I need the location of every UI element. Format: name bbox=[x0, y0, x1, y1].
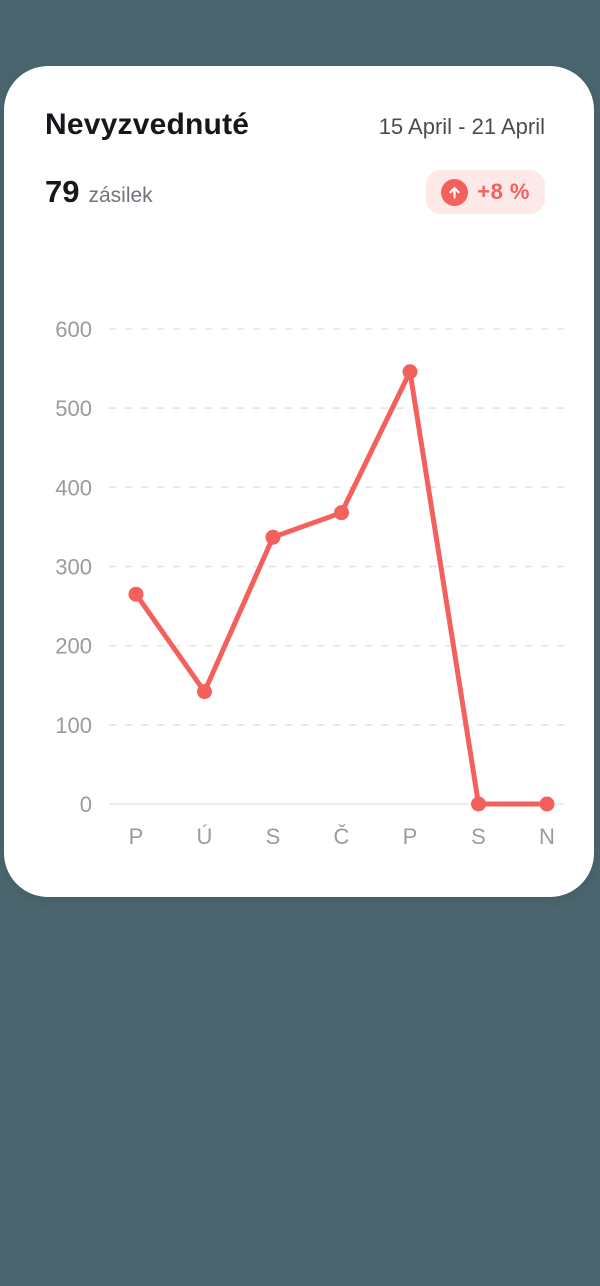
data-point[interactable] bbox=[128, 586, 144, 602]
data-point[interactable] bbox=[197, 684, 212, 700]
trend-badge: +8 % bbox=[426, 170, 545, 214]
data-line bbox=[133, 369, 550, 807]
y-tick-label: 200 bbox=[55, 634, 92, 659]
arrow-up-icon bbox=[441, 178, 469, 206]
y-tick-label: 100 bbox=[55, 713, 92, 738]
data-point[interactable] bbox=[471, 796, 486, 812]
x-tick-label: P bbox=[403, 824, 418, 849]
card-header: Nevyzvednuté 15 April - 21 April bbox=[45, 108, 545, 142]
y-tick-label: 0 bbox=[80, 792, 92, 817]
y-tick-label: 300 bbox=[55, 555, 92, 580]
x-tick-label: P bbox=[129, 824, 144, 849]
data-point[interactable] bbox=[265, 529, 281, 545]
x-tick-label: S bbox=[471, 824, 486, 849]
count-value: 79 bbox=[45, 174, 80, 209]
trend-value: +8 % bbox=[477, 179, 530, 204]
stats-card: Nevyzvednuté 15 April - 21 April 79 zási… bbox=[4, 66, 594, 897]
count-unit: zásilek bbox=[88, 184, 153, 207]
chart-svg: 0 100 200 300 400 500 600 P Ú S Č P S N bbox=[55, 317, 564, 849]
x-tick-label: Ú bbox=[197, 824, 213, 849]
data-point[interactable] bbox=[334, 505, 349, 521]
y-tick-label: 600 bbox=[55, 317, 92, 342]
date-range-label: 15 April - 21 April bbox=[378, 114, 545, 139]
data-point[interactable] bbox=[539, 796, 555, 812]
shipment-count: 79 zásilek bbox=[45, 174, 153, 210]
data-point[interactable] bbox=[402, 364, 418, 380]
y-tick-label: 400 bbox=[55, 475, 92, 500]
card-subheader: 79 zásilek +8 % bbox=[45, 169, 545, 215]
x-tick-label: N bbox=[539, 824, 555, 849]
line-chart: 0 100 200 300 400 500 600 P Ú S Č P S N bbox=[4, 66, 594, 897]
x-tick-label: S bbox=[266, 824, 281, 849]
page-title: Nevyzvednuté bbox=[45, 108, 250, 141]
y-tick-label: 500 bbox=[55, 396, 92, 421]
x-tick-label: Č bbox=[334, 824, 350, 849]
